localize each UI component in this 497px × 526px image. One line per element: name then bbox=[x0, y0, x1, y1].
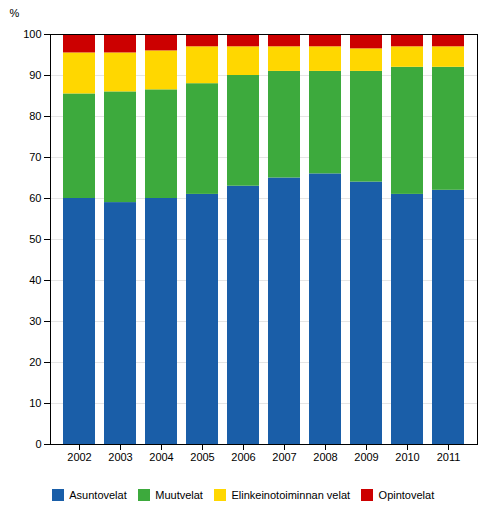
svg-text:100: 100 bbox=[23, 28, 41, 40]
svg-text:50: 50 bbox=[29, 233, 41, 245]
svg-text:2010: 2010 bbox=[395, 451, 419, 463]
html-text:Asuntovelat: Asuntovelat bbox=[69, 488, 127, 501]
svg-text:2004: 2004 bbox=[149, 451, 173, 463]
svg-text:2008: 2008 bbox=[313, 451, 337, 463]
svg-text:2006: 2006 bbox=[231, 451, 255, 463]
svg-text:2005: 2005 bbox=[190, 451, 214, 463]
svg-text:30: 30 bbox=[29, 315, 41, 327]
svg-text:%: % bbox=[10, 7, 20, 19]
svg-text:80: 80 bbox=[29, 110, 41, 122]
svg-text:0: 0 bbox=[35, 438, 41, 450]
svg-text:90: 90 bbox=[29, 69, 41, 81]
svg-text:60: 60 bbox=[29, 192, 41, 204]
svg-text:2009: 2009 bbox=[354, 451, 378, 463]
svg-text:20: 20 bbox=[29, 356, 41, 368]
html-text:Elinkeinotoiminnan velat: Elinkeinotoiminnan velat bbox=[231, 488, 351, 501]
svg-text:2007: 2007 bbox=[272, 451, 296, 463]
svg-text:40: 40 bbox=[29, 274, 41, 286]
svg-text:70: 70 bbox=[29, 151, 41, 163]
svg-text:2002: 2002 bbox=[67, 451, 91, 463]
svg-text:2003: 2003 bbox=[108, 451, 132, 463]
svg-text:2011: 2011 bbox=[437, 451, 461, 463]
html-text:Opintovelat: Opintovelat bbox=[378, 488, 435, 501]
svg-text:10: 10 bbox=[29, 397, 41, 409]
html-text:Muutvelat: Muutvelat bbox=[155, 488, 203, 501]
